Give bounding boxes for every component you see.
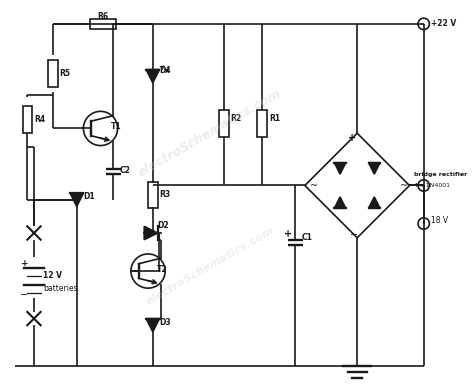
Text: +22 V: +22 V [431, 20, 456, 28]
Polygon shape [334, 197, 346, 208]
Text: C2: C2 [120, 166, 131, 175]
Polygon shape [70, 193, 83, 206]
Bar [48, 60, 58, 87]
Text: 12 V: 12 V [44, 271, 63, 280]
Polygon shape [144, 226, 157, 240]
Text: −: − [350, 230, 358, 240]
Polygon shape [146, 69, 159, 83]
Text: T2: T2 [156, 265, 167, 274]
Text: D3: D3 [159, 318, 171, 327]
Text: batteries: batteries [44, 284, 78, 292]
Text: R2: R2 [231, 114, 242, 124]
Polygon shape [369, 197, 380, 208]
Text: R6: R6 [97, 12, 109, 21]
Bar [219, 110, 229, 137]
Polygon shape [334, 163, 346, 174]
Bar [148, 182, 157, 208]
Bar [257, 110, 267, 137]
Text: ~: ~ [400, 181, 408, 190]
Text: 18 V: 18 V [431, 216, 448, 225]
Text: R3: R3 [159, 190, 171, 200]
Bar [23, 106, 32, 133]
Text: 4 x 1N4001: 4 x 1N4001 [414, 183, 450, 188]
Text: D2: D2 [157, 221, 169, 230]
Text: −: − [20, 290, 28, 300]
Text: R4: R4 [34, 115, 45, 124]
Text: +: + [284, 229, 292, 239]
Text: electroSchematics.com: electroSchematics.com [136, 87, 284, 180]
Text: ~: ~ [310, 181, 318, 190]
Polygon shape [146, 319, 159, 332]
Text: T1: T1 [111, 122, 121, 131]
Text: D1: D1 [83, 192, 95, 201]
Text: electroSchematics.com: electroSchematics.com [144, 225, 275, 307]
Bar [90, 19, 116, 28]
Text: +: + [21, 259, 28, 268]
Text: bridge rectifier: bridge rectifier [414, 172, 467, 177]
Text: C1: C1 [302, 233, 313, 242]
Text: D4: D4 [159, 66, 171, 75]
Text: +: + [348, 133, 356, 143]
Text: R5: R5 [60, 69, 71, 78]
Polygon shape [369, 163, 380, 174]
Text: R1: R1 [269, 114, 280, 124]
